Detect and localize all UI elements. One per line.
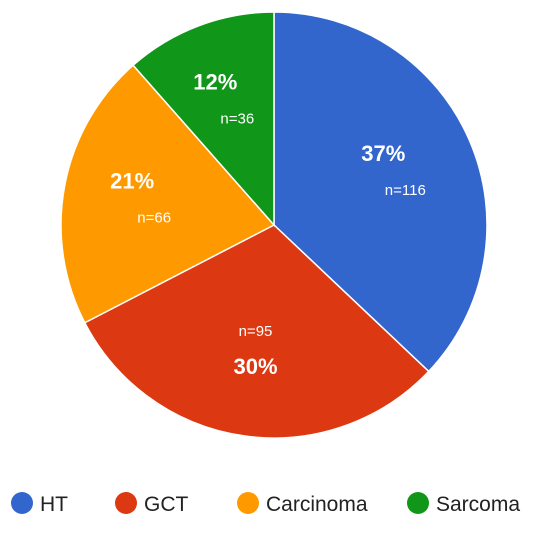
legend-label-carcinoma: Carcinoma [266,493,368,516]
legend-swatch-ht [11,492,33,514]
slice-percent-label-sarcoma: 12% [193,69,237,94]
slice-count-label-ht: n=116 [385,182,426,199]
slice-count-label-gct: n=95 [239,323,273,340]
slice-count-label-sarcoma: n=36 [220,110,254,127]
legend-swatch-carcinoma [237,492,259,514]
slice-percent-label-ht: 37% [361,141,405,166]
pie-slice-gct [83,224,430,439]
slices-layer [60,11,488,439]
legend-swatch-gct [115,492,137,514]
legend-item-gct: GCT [115,492,189,516]
pie-slice-ht [273,11,488,373]
legend-item-ht: HT [11,492,68,516]
legend-label-gct: GCT [144,493,189,516]
legend: HT GCT Carcinoma Sarcoma [11,492,520,516]
legend-item-sarcoma: Sarcoma [407,492,520,516]
slice-percent-label-carcinoma: 21% [110,169,154,194]
legend-label-sarcoma: Sarcoma [436,493,520,516]
pie-slice-sarcoma [132,11,275,227]
slice-percent-label-gct: 30% [233,354,277,379]
legend-label-ht: HT [40,493,68,516]
labels-layer: 37% n=116 30% n=95 21% n=66 12% n=36 [110,69,426,378]
legend-item-carcinoma: Carcinoma [237,492,368,516]
slice-count-label-carcinoma: n=66 [137,210,171,227]
pie-slice-carcinoma [60,64,276,324]
legend-swatch-sarcoma [407,492,429,514]
